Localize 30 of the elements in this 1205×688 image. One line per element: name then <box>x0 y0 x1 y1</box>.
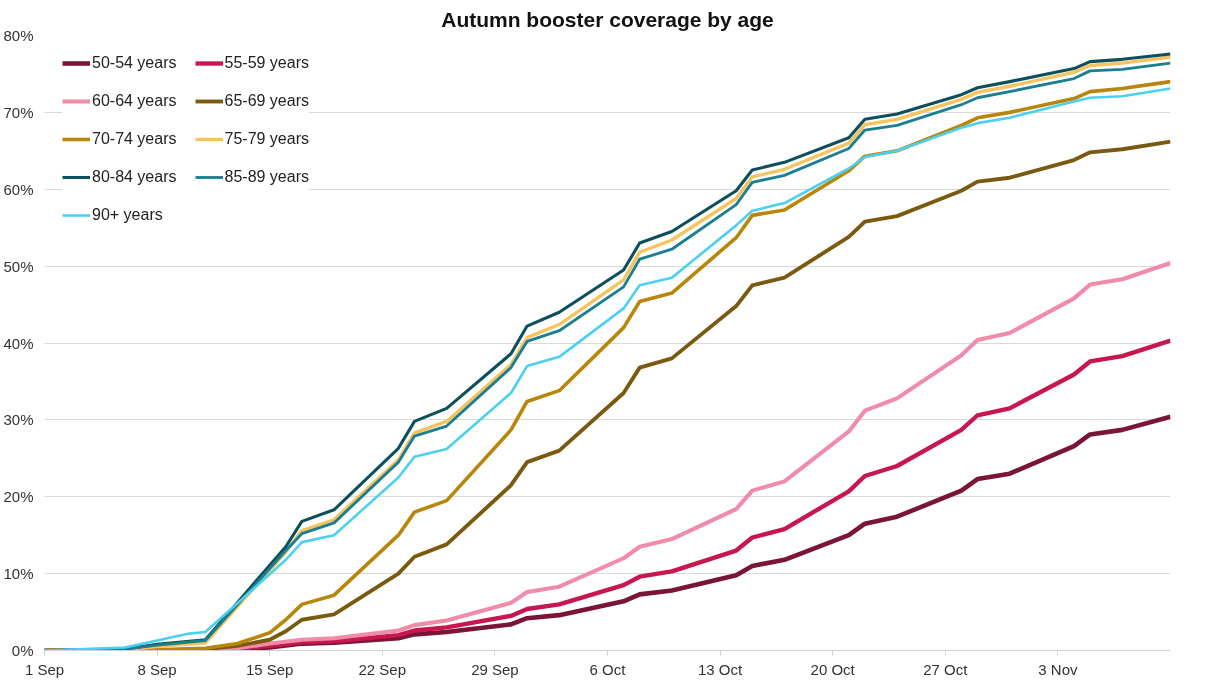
y-tick-label: 20% <box>3 488 34 506</box>
y-tick-label: 40% <box>3 334 34 352</box>
y-tick-label: 10% <box>3 565 34 583</box>
y-tick-label: 50% <box>3 257 34 275</box>
y-tick-label: 30% <box>3 411 34 429</box>
legend-label: 65-69 years <box>224 92 309 110</box>
chart-title: Autumn booster coverage by age <box>441 7 774 31</box>
x-tick-label: 15 Sep <box>245 660 294 678</box>
legend-label: 80-84 years <box>92 168 177 186</box>
legend-label: 55-59 years <box>224 54 309 72</box>
y-tick-label: 80% <box>3 27 34 44</box>
legend-label: 70-74 years <box>92 130 177 148</box>
line-series <box>44 261 1171 651</box>
y-tick-label: 60% <box>3 180 34 198</box>
legend-label: 50-54 years <box>92 54 177 72</box>
y-tick-label: 0% <box>11 642 34 659</box>
x-tick-label: 3 Nov <box>1038 660 1078 678</box>
x-tick-label: 8 Sep <box>137 660 177 678</box>
x-tick-label: 6 Oct <box>589 660 627 678</box>
legend-label: 60-64 years <box>92 92 177 110</box>
legend-label: 85-89 years <box>224 168 309 186</box>
x-tick-label: 22 Sep <box>358 660 407 678</box>
x-tick-label: 13 Oct <box>698 660 744 678</box>
y-tick-label: 70% <box>3 103 34 121</box>
legend-label: 75-79 years <box>224 130 309 148</box>
x-tick-label: 1 Sep <box>24 660 65 678</box>
x-tick-label: 27 Oct <box>923 660 969 678</box>
legend-label: 90+ years <box>92 206 163 224</box>
x-tick-label: 29 Sep <box>471 660 519 678</box>
x-tick-label: 20 Oct <box>810 660 856 678</box>
